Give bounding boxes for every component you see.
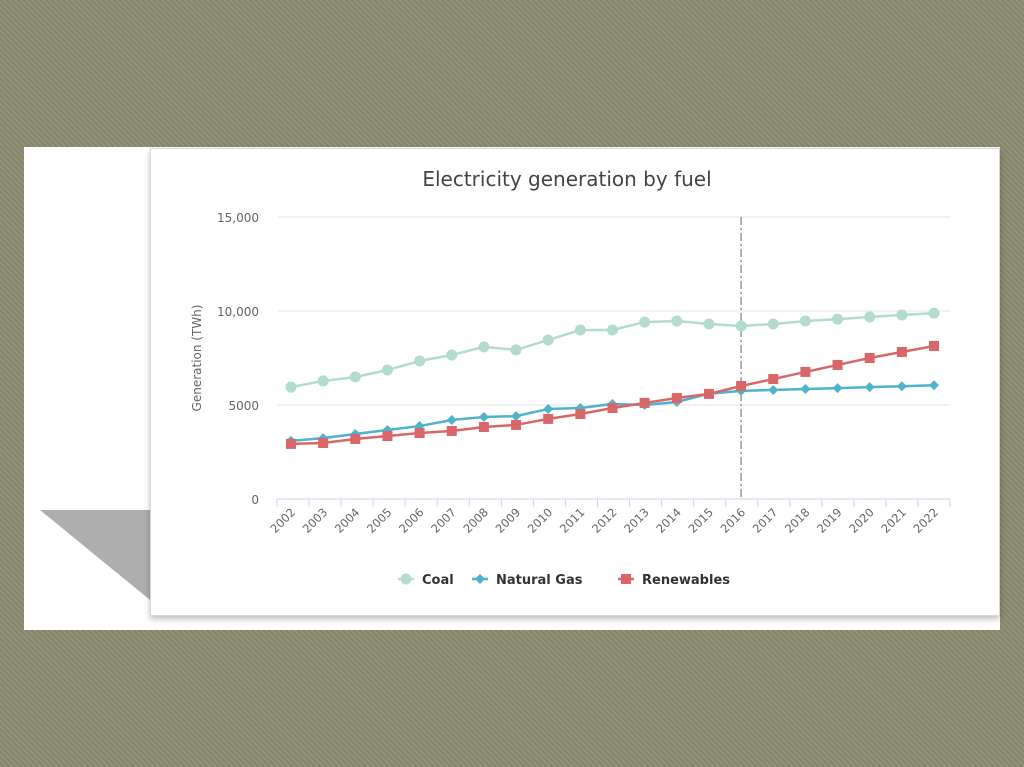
data-point-renewables xyxy=(768,374,779,385)
x-tick-label: 2004 xyxy=(332,505,363,536)
data-point-renewables xyxy=(929,340,939,351)
legend-label-renewables: Renewables xyxy=(642,573,730,588)
y-tick-label: 0 xyxy=(251,493,259,507)
x-tick-label: 2012 xyxy=(589,505,620,536)
data-point-coal xyxy=(799,315,811,327)
x-tick-label: 2017 xyxy=(750,505,781,536)
data-point-natural-gas xyxy=(511,411,522,422)
legend-marker-natural-gas xyxy=(475,574,485,584)
data-point-natural-gas xyxy=(446,415,457,426)
x-tick-label: 2014 xyxy=(653,505,684,536)
legend-label-coal: Coal xyxy=(422,573,454,588)
data-point-coal xyxy=(735,320,747,332)
data-point-renewables xyxy=(543,413,554,424)
x-tick-label: 2002 xyxy=(268,505,299,536)
legend-marker-coal xyxy=(400,573,412,585)
data-point-renewables xyxy=(382,431,393,442)
x-tick-label: 2011 xyxy=(557,505,588,536)
data-point-renewables xyxy=(414,428,425,439)
data-point-renewables xyxy=(575,409,586,420)
data-point-coal xyxy=(928,307,940,319)
x-tick-label: 2022 xyxy=(911,505,942,536)
x-tick-label: 2009 xyxy=(493,505,524,536)
legend-label-natural-gas: Natural Gas xyxy=(496,573,583,588)
x-tick-label: 2020 xyxy=(846,505,877,536)
decorative-shadow xyxy=(40,510,150,600)
data-point-coal xyxy=(510,344,522,356)
x-tick-label: 2013 xyxy=(621,505,652,536)
data-point-renewables xyxy=(800,366,811,377)
data-point-coal xyxy=(381,364,393,376)
data-point-renewables xyxy=(318,437,329,448)
data-point-natural-gas xyxy=(832,383,843,394)
x-tick-label: 2015 xyxy=(685,505,716,536)
data-point-coal xyxy=(671,315,683,327)
x-tick-label: 2021 xyxy=(878,505,909,536)
data-point-renewables xyxy=(607,403,618,414)
x-tick-label: 2005 xyxy=(364,505,395,536)
chart-title: Electricity generation by fuel xyxy=(422,167,711,191)
y-tick-label: 5000 xyxy=(228,399,259,413)
data-point-renewables xyxy=(864,353,875,363)
legend-marker-renewables xyxy=(621,574,631,584)
data-point-coal xyxy=(767,318,779,330)
data-point-coal xyxy=(864,311,876,323)
data-point-coal xyxy=(574,324,586,336)
data-point-coal xyxy=(317,375,329,387)
data-point-renewables xyxy=(736,381,747,392)
data-point-natural-gas xyxy=(929,380,939,391)
data-point-coal xyxy=(832,313,844,325)
data-point-natural-gas xyxy=(800,384,811,395)
x-tick-label: 2003 xyxy=(300,505,331,536)
x-tick-label: 2008 xyxy=(460,505,491,536)
data-point-coal xyxy=(639,316,651,328)
data-point-coal xyxy=(542,334,554,346)
y-tick-label: 15,000 xyxy=(217,211,259,225)
data-point-coal xyxy=(478,341,490,353)
x-tick-label: 2007 xyxy=(428,505,459,536)
x-tick-label: 2018 xyxy=(782,505,813,536)
x-tick-label: 2006 xyxy=(396,505,427,536)
y-axis-label: Generation (TWh) xyxy=(190,305,204,412)
data-point-natural-gas xyxy=(768,384,779,395)
data-point-renewables xyxy=(446,425,457,436)
data-point-coal xyxy=(414,355,426,367)
data-point-natural-gas xyxy=(896,381,907,392)
data-point-natural-gas xyxy=(543,403,554,414)
data-point-renewables xyxy=(350,434,361,445)
data-point-renewables xyxy=(511,419,522,430)
data-point-coal xyxy=(446,349,458,361)
data-point-renewables xyxy=(703,388,714,399)
data-point-coal xyxy=(607,324,618,336)
data-point-coal xyxy=(896,309,908,321)
data-point-renewables xyxy=(832,359,843,370)
data-point-renewables xyxy=(639,397,650,408)
x-tick-label: 2019 xyxy=(814,505,845,536)
data-point-renewables xyxy=(671,393,682,404)
data-point-coal xyxy=(349,371,361,383)
x-tick-label: 2016 xyxy=(718,505,749,536)
data-point-coal xyxy=(285,381,297,393)
data-point-natural-gas xyxy=(864,382,875,393)
data-point-coal xyxy=(703,318,715,330)
data-point-renewables xyxy=(478,421,489,432)
data-point-renewables xyxy=(896,346,907,357)
x-tick-label: 2010 xyxy=(525,505,556,536)
data-point-natural-gas xyxy=(478,412,489,423)
y-tick-label: 10,000 xyxy=(217,305,259,319)
data-point-renewables xyxy=(286,438,296,449)
